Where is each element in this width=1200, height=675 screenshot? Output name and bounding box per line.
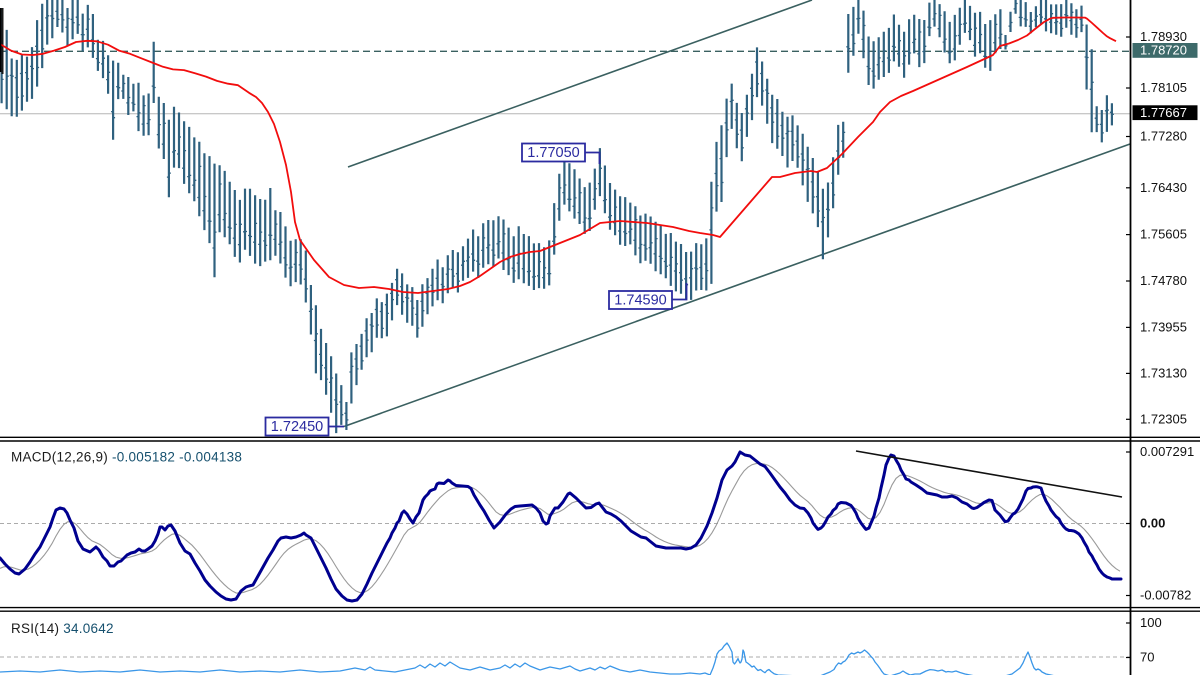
svg-text:1.78720: 1.78720 [1140, 43, 1187, 58]
svg-text:1.78105: 1.78105 [1140, 80, 1187, 95]
svg-text:1.77667: 1.77667 [1140, 105, 1187, 120]
svg-text:1.72450: 1.72450 [271, 419, 323, 435]
svg-text:1.77280: 1.77280 [1140, 129, 1187, 144]
svg-text:1.74590: 1.74590 [614, 293, 666, 309]
svg-text:1.74780: 1.74780 [1140, 273, 1187, 288]
svg-text:0.007291: 0.007291 [1140, 444, 1194, 459]
svg-text:1.76430: 1.76430 [1140, 180, 1187, 195]
svg-text:RSI(14) 34.0642: RSI(14) 34.0642 [11, 621, 114, 636]
svg-text:1.73955: 1.73955 [1140, 319, 1187, 334]
svg-text:1.78930: 1.78930 [1140, 29, 1187, 44]
svg-text:MACD(12,26,9) -0.005182 -0.004: MACD(12,26,9) -0.005182 -0.004138 [11, 450, 242, 465]
svg-text:70: 70 [1140, 650, 1154, 665]
svg-text:1.72305: 1.72305 [1140, 411, 1187, 426]
svg-text:1.77050: 1.77050 [527, 145, 579, 161]
svg-text:1.75605: 1.75605 [1140, 227, 1187, 242]
svg-text:100: 100 [1140, 615, 1162, 630]
svg-text:0.00: 0.00 [1140, 516, 1165, 531]
svg-text:1.73130: 1.73130 [1140, 365, 1187, 380]
svg-text:-0.00782: -0.00782 [1140, 588, 1191, 603]
